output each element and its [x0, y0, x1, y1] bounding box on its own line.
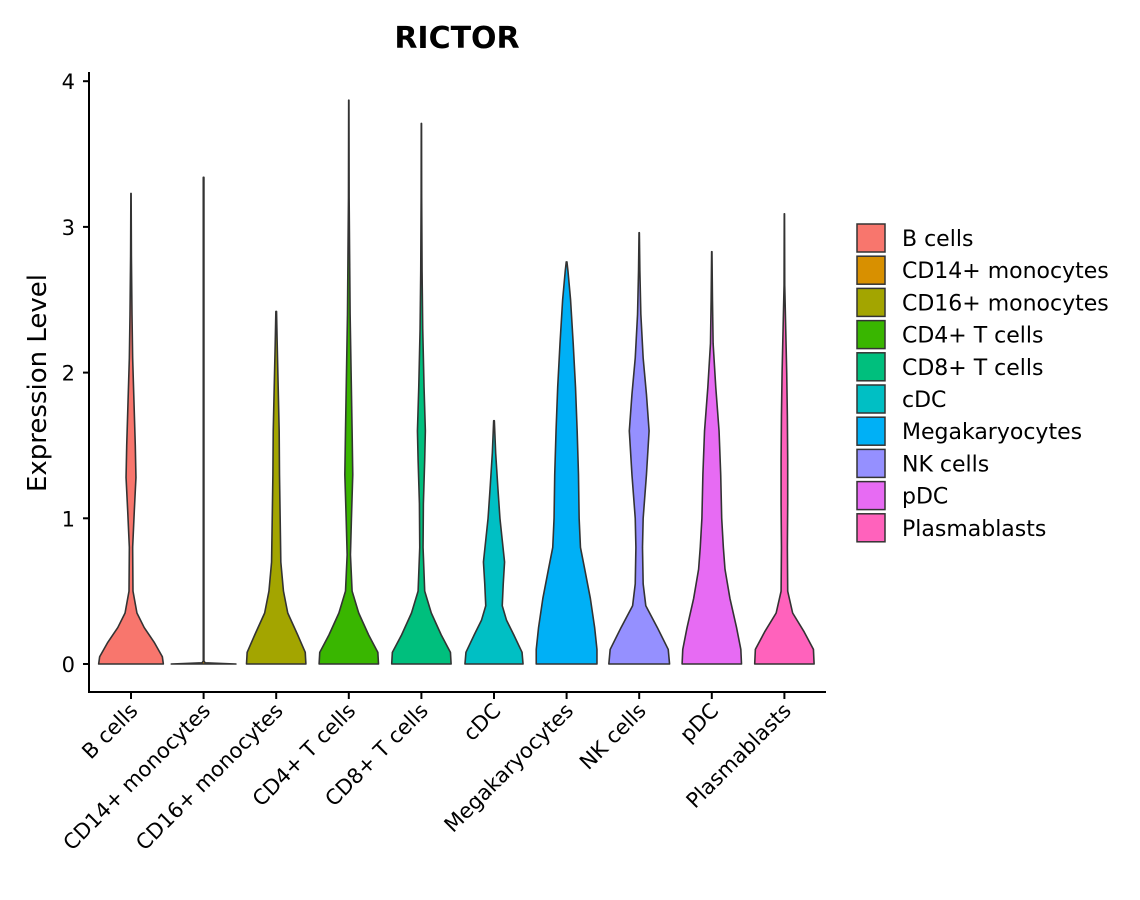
legend-swatch [856, 287, 886, 318]
legend-swatch [856, 480, 886, 511]
x-tick-label: pDC [675, 699, 723, 747]
legend-swatch [856, 416, 886, 446]
chart-title: RICTOR [394, 21, 519, 56]
legend-swatch [856, 319, 886, 350]
violins-group [97, 99, 815, 665]
legend: B cells CD14+ monocytes CD16+ monocytes CD4… [856, 223, 1109, 543]
legend-swatch [856, 448, 886, 479]
violin-nk-cells [608, 231, 671, 665]
violin-pdc [681, 250, 743, 665]
legend-swatch [856, 223, 886, 253]
legend-label: cDC [902, 388, 946, 413]
legend-label: CD16+ monocytes [902, 291, 1109, 316]
violin-cd4-t-cells [318, 99, 380, 665]
legend-label: Megakaryocytes [902, 420, 1082, 445]
violin-megakaryocytes [535, 261, 598, 665]
legend-label: Plasmablasts [902, 517, 1046, 542]
legend-swatch [856, 513, 886, 543]
y-axis-title: Expression Level [23, 274, 53, 492]
y-tick-label: 0 [62, 653, 75, 677]
y-tick-label: 1 [62, 507, 75, 531]
violin-plasmablasts [753, 212, 815, 665]
x-tick-label: B cells [77, 699, 142, 764]
violin-cd16-monocytes [245, 310, 307, 665]
violin-b-cells [97, 192, 165, 665]
y-tick-label: 2 [62, 362, 75, 386]
x-tick-label: NK cells [575, 699, 651, 775]
legend-label: CD8+ T cells [902, 356, 1043, 381]
x-tick-label: Megakaryocytes [440, 699, 579, 838]
y-tick-label: 4 [62, 70, 75, 94]
x-tick-label: cDC [459, 699, 506, 746]
legend-swatch [856, 352, 886, 382]
legend-label: NK cells [902, 452, 989, 477]
y-tick-label: 3 [62, 216, 75, 240]
violin-cd8-t-cells [390, 122, 452, 665]
legend-label: CD4+ T cells [902, 324, 1043, 349]
legend-label: B cells [902, 227, 973, 252]
legend-label: pDC [902, 485, 948, 510]
legend-label: CD14+ monocytes [902, 259, 1109, 284]
y-ticks: 0 1 2 3 4 [62, 70, 89, 677]
violin-cd14-monocytes [170, 176, 237, 665]
legend-swatch [856, 255, 886, 285]
violin-cdc [464, 419, 524, 665]
legend-swatch [856, 384, 886, 414]
